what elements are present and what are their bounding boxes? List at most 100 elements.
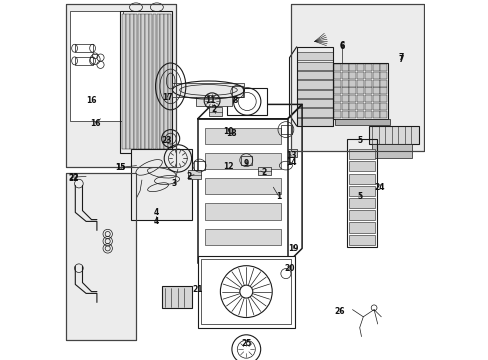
Bar — [372, 80, 379, 87]
Bar — [194, 161, 204, 170]
Bar — [204, 128, 280, 144]
Text: 20: 20 — [284, 264, 294, 273]
Bar — [333, 72, 340, 79]
Bar — [201, 259, 291, 324]
Bar — [152, 14, 156, 149]
Bar — [141, 14, 144, 149]
Text: 21: 21 — [192, 285, 203, 294]
Bar — [333, 111, 340, 118]
Bar — [348, 103, 356, 110]
Bar — [227, 88, 266, 115]
Bar — [204, 178, 280, 194]
Text: 11: 11 — [204, 96, 215, 105]
Bar — [372, 87, 379, 94]
Bar — [333, 64, 340, 71]
Bar — [66, 4, 176, 167]
Text: 15: 15 — [115, 163, 125, 172]
Bar — [120, 11, 172, 153]
Bar — [364, 72, 371, 79]
Bar — [368, 126, 418, 144]
Text: 14: 14 — [285, 158, 296, 167]
Bar — [346, 139, 376, 247]
Bar — [197, 256, 294, 328]
Bar — [130, 14, 133, 149]
Bar — [341, 103, 348, 110]
Text: 2: 2 — [186, 172, 191, 181]
Text: 24: 24 — [373, 184, 384, 192]
Text: 22: 22 — [68, 174, 79, 183]
Bar — [348, 149, 374, 159]
Bar — [168, 14, 171, 149]
Bar — [332, 63, 387, 119]
Bar — [356, 111, 364, 118]
Bar — [372, 111, 379, 118]
Bar — [70, 11, 123, 121]
Bar — [356, 80, 364, 87]
Bar — [372, 72, 379, 79]
Bar — [291, 4, 424, 151]
Bar — [296, 108, 332, 117]
Text: 5: 5 — [356, 136, 362, 145]
Bar — [348, 64, 356, 71]
Bar — [291, 4, 424, 151]
Bar — [204, 229, 280, 245]
Bar — [66, 173, 136, 340]
Bar — [296, 90, 332, 98]
Text: 10: 10 — [223, 127, 233, 136]
Bar — [257, 167, 270, 175]
Bar — [156, 14, 160, 149]
Bar — [348, 186, 374, 196]
Text: 13: 13 — [285, 151, 296, 160]
Bar — [348, 87, 356, 94]
Bar — [356, 103, 364, 110]
Bar — [334, 119, 389, 125]
Bar — [209, 107, 222, 116]
Text: 8: 8 — [232, 96, 238, 105]
Text: 16: 16 — [86, 96, 97, 105]
Bar — [75, 44, 92, 52]
Bar — [197, 119, 287, 263]
Text: 9: 9 — [243, 159, 248, 168]
Bar — [126, 14, 129, 149]
Bar — [296, 52, 332, 60]
Bar — [296, 47, 332, 126]
Bar — [333, 103, 340, 110]
Bar — [341, 72, 348, 79]
Bar — [296, 99, 332, 107]
Bar — [341, 111, 348, 118]
Bar — [348, 72, 356, 79]
Bar — [364, 95, 371, 102]
Bar — [296, 71, 332, 79]
Bar — [341, 64, 348, 71]
Text: 17: 17 — [162, 93, 172, 102]
Bar — [348, 80, 356, 87]
Text: 5: 5 — [356, 192, 362, 201]
Bar — [66, 4, 176, 167]
Bar — [364, 87, 371, 94]
Bar — [231, 86, 242, 97]
Bar — [372, 95, 379, 102]
Bar — [348, 111, 356, 118]
Bar — [137, 14, 141, 149]
Bar — [66, 173, 136, 340]
Bar — [380, 64, 386, 71]
Bar — [380, 72, 386, 79]
Text: 7: 7 — [398, 53, 403, 62]
Bar — [241, 156, 251, 165]
Text: 16: 16 — [90, 118, 100, 127]
Text: 22: 22 — [68, 173, 79, 181]
Bar — [162, 286, 192, 308]
Text: 3: 3 — [171, 179, 177, 188]
Bar — [122, 14, 126, 149]
Bar — [356, 87, 364, 94]
Bar — [341, 87, 348, 94]
Bar — [287, 149, 296, 157]
Bar — [75, 57, 92, 65]
Bar — [164, 14, 167, 149]
Bar — [348, 222, 374, 233]
Text: 6: 6 — [338, 42, 344, 51]
Bar — [364, 80, 371, 87]
Text: 18: 18 — [226, 129, 237, 138]
Bar — [371, 144, 411, 158]
Text: 2: 2 — [211, 105, 216, 114]
